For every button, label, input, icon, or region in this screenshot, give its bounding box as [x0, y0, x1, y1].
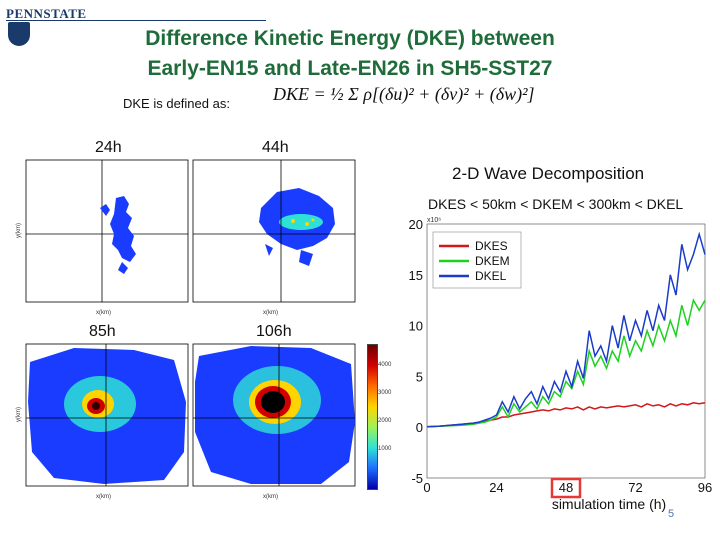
y-tick-label: 15 [409, 268, 423, 283]
panel-label-44h: 44h [262, 139, 289, 156]
x-axis-title: simulation time (h) [552, 496, 666, 512]
legend-label-dkel: DKEL [475, 269, 507, 283]
y-tick-label: -5 [411, 471, 423, 486]
chart-subtitle: DKES < 50km < DKEM < 300km < DKEL [428, 196, 684, 212]
dke-map-panel-24h: y(km) x(km) [16, 159, 189, 316]
series-line-dkel [426, 231, 706, 428]
x-tick-label: 96 [698, 480, 712, 495]
pennstate-logo-text: PENNSTATE [6, 6, 87, 21]
x-tick-label: 0 [423, 480, 430, 495]
section-title: 2-D Wave Decomposition [452, 164, 645, 183]
slide-title-line2: Early-EN15 and Late-EN26 in SH5-SST27 [147, 57, 553, 80]
dke-core [279, 214, 323, 230]
legend-label-dkem: DKEM [475, 254, 510, 268]
x-axis-label: x(km) [96, 310, 111, 316]
y-tick-label: 0 [416, 420, 423, 435]
x-axis-label: x(km) [96, 494, 111, 500]
dke-map-panel-85h: y(km) x(km) [16, 343, 189, 500]
dke-blob [100, 196, 136, 274]
pennstate-shield-icon [8, 22, 30, 46]
dke-formula: DKE = ½ Σ ρ[(δu)² + (δv)² + (δw)²] [273, 84, 535, 104]
slide-title-line1: Difference Kinetic Energy (DKE) between [145, 27, 555, 50]
colorbar-tick: 1000 [378, 446, 392, 452]
colorbar [367, 344, 378, 490]
y-tick-label: 10 [409, 319, 423, 334]
colorbar-tick: 3000 [378, 390, 392, 396]
dke-map-panel-106h: x(km) [192, 343, 356, 500]
dke-eye [261, 391, 285, 413]
panel-label-85h: 85h [89, 323, 116, 340]
panel-label-106h: 106h [256, 323, 292, 340]
dke-hotspots [291, 218, 315, 226]
x-axis-label: x(km) [263, 310, 278, 316]
y-tick-label: 20 [409, 217, 423, 232]
dke-map-panel-44h: x(km) [192, 159, 356, 316]
y-axis-label: y(km) [16, 223, 22, 238]
y-tick-label: 5 [416, 369, 423, 384]
x-axis-label: x(km) [263, 494, 278, 500]
x-tick-label: 48 [559, 480, 573, 495]
dke-eye [92, 402, 100, 410]
logo-divider [6, 20, 266, 21]
highlight-48-box [550, 477, 582, 499]
x-tick-label: 72 [628, 480, 642, 495]
series-line-dkem [426, 298, 706, 428]
x-tick-label: 24 [489, 480, 503, 495]
y-exponent-label: x10⁶ [427, 217, 441, 224]
series-layer [426, 231, 706, 428]
x-tick-labels: 0 24 48 72 96 [423, 480, 712, 495]
y-axis-label: y(km) [16, 407, 22, 422]
page-number: 5 [668, 508, 675, 520]
panel-frame [25, 159, 189, 303]
colorbar-tick: 2000 [378, 418, 392, 424]
legend-label-dkes: DKES [475, 239, 508, 253]
dke-definition-label: DKE is defined as: [123, 96, 230, 111]
y-tick-labels: 20 15 10 5 0 -5 [409, 217, 423, 486]
panel-label-24h: 24h [95, 139, 122, 156]
colorbar-tick: 4000 [378, 362, 392, 368]
